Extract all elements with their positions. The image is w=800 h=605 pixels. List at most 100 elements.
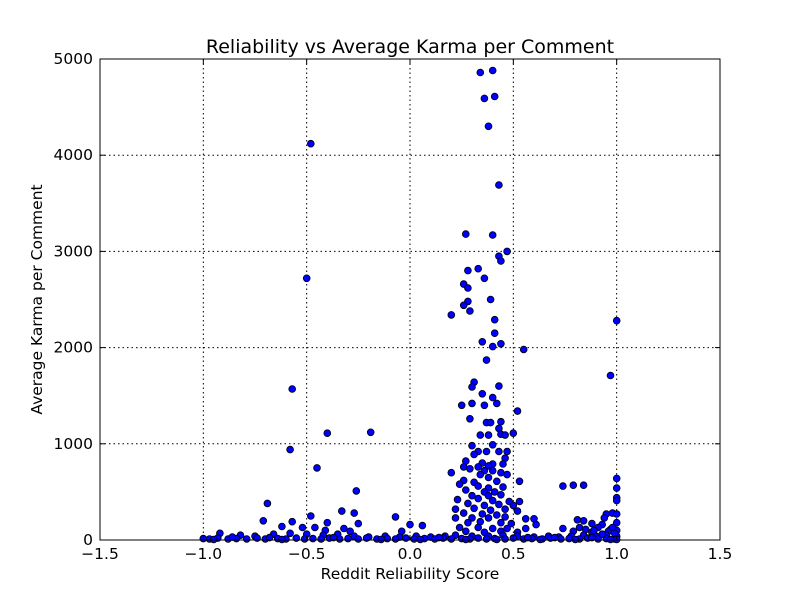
- data-point: [447, 468, 456, 477]
- data-point: [521, 514, 530, 523]
- data-point: [488, 342, 497, 351]
- data-point: [474, 523, 483, 532]
- data-point: [488, 66, 497, 75]
- data-point: [501, 513, 509, 521]
- data-point: [242, 535, 251, 543]
- data-point: [486, 295, 495, 304]
- data-point: [464, 266, 472, 275]
- data-point: [501, 431, 509, 439]
- data-point: [503, 524, 511, 533]
- data-point: [521, 524, 530, 533]
- data-point: [478, 389, 487, 398]
- data-point: [354, 535, 363, 543]
- data-point: [497, 339, 505, 348]
- data-point: [495, 500, 503, 509]
- ticks-layer: −1.5 −1.0 −0.5 0.0 0.5 1.0 1.5 0 1000 2000 3000 400…: [54, 50, 733, 563]
- data-point: [265, 533, 274, 542]
- data-point: [490, 329, 499, 338]
- data-point: [461, 527, 470, 536]
- data-point: [323, 518, 332, 527]
- data-point: [464, 284, 472, 292]
- data-point: [350, 509, 359, 517]
- data-point: [612, 510, 621, 518]
- y-axis-label: Average Karma per Comment: [28, 184, 46, 414]
- data-point: [466, 307, 474, 315]
- data-point: [480, 274, 489, 283]
- data-point: [468, 514, 476, 522]
- data-point: [523, 533, 532, 542]
- data-point: [495, 447, 503, 456]
- data-point: [457, 401, 466, 410]
- data-point: [474, 482, 483, 490]
- data-point: [612, 484, 621, 492]
- data-point: [497, 257, 505, 265]
- y-tick-label: 2000: [54, 339, 93, 357]
- data-point: [263, 499, 272, 508]
- data-point: [311, 523, 319, 532]
- data-point: [406, 520, 414, 529]
- x-tick-label: 0.5: [501, 545, 526, 563]
- data-point: [288, 517, 297, 526]
- data-point: [612, 316, 621, 325]
- data-point: [519, 345, 528, 354]
- data-point: [486, 418, 495, 427]
- data-point: [513, 507, 522, 515]
- data-point: [354, 519, 363, 528]
- data-point: [486, 506, 495, 515]
- data-point: [447, 311, 456, 319]
- data-point: [418, 521, 427, 530]
- data-point: [474, 264, 483, 273]
- data-point: [612, 474, 621, 483]
- data-point: [501, 535, 509, 543]
- y-tick-label: 4000: [54, 146, 93, 164]
- data-point: [484, 462, 493, 470]
- data-point: [612, 496, 621, 505]
- data-point: [286, 445, 294, 454]
- data-point: [488, 393, 497, 402]
- data-point: [480, 94, 489, 103]
- data-point: [228, 533, 237, 541]
- y-tick-label: 1000: [54, 435, 93, 453]
- x-tick-label: 1.0: [604, 545, 629, 563]
- data-point: [352, 487, 361, 495]
- data-point: [478, 337, 487, 346]
- data-point: [335, 535, 344, 543]
- data-point: [495, 181, 503, 189]
- data-point: [470, 504, 478, 513]
- data-point: [286, 529, 294, 538]
- data-point: [480, 501, 489, 510]
- data-point: [612, 518, 621, 527]
- chart-title: Reliability vs Average Karma per Comment: [206, 36, 614, 58]
- x-tick-label: −0.5: [288, 545, 326, 563]
- x-axis-label: Reddit Reliability Score: [321, 565, 500, 583]
- data-point: [488, 231, 497, 239]
- data-point: [515, 497, 524, 506]
- data-point: [490, 488, 499, 496]
- points-layer: [199, 66, 621, 544]
- data-point: [453, 495, 462, 504]
- data-point: [366, 428, 375, 437]
- data-point: [468, 399, 476, 408]
- data-point: [468, 441, 476, 450]
- data-point: [340, 524, 348, 533]
- data-point: [490, 315, 499, 324]
- data-point: [480, 401, 489, 410]
- data-point: [495, 382, 503, 390]
- data-point: [298, 523, 307, 532]
- data-point: [455, 523, 464, 532]
- data-point: [474, 494, 483, 503]
- y-tick-label: 5000: [54, 50, 93, 68]
- data-point: [482, 356, 491, 364]
- data-point: [337, 507, 346, 515]
- data-point: [579, 481, 588, 490]
- data-point: [490, 92, 499, 101]
- data-point: [497, 490, 505, 499]
- x-tick-label: −1.0: [185, 545, 223, 563]
- data-point: [606, 371, 615, 380]
- data-point: [499, 483, 507, 491]
- data-point: [313, 464, 321, 472]
- data-point: [482, 535, 491, 543]
- data-point: [470, 450, 478, 459]
- data-point: [507, 519, 516, 528]
